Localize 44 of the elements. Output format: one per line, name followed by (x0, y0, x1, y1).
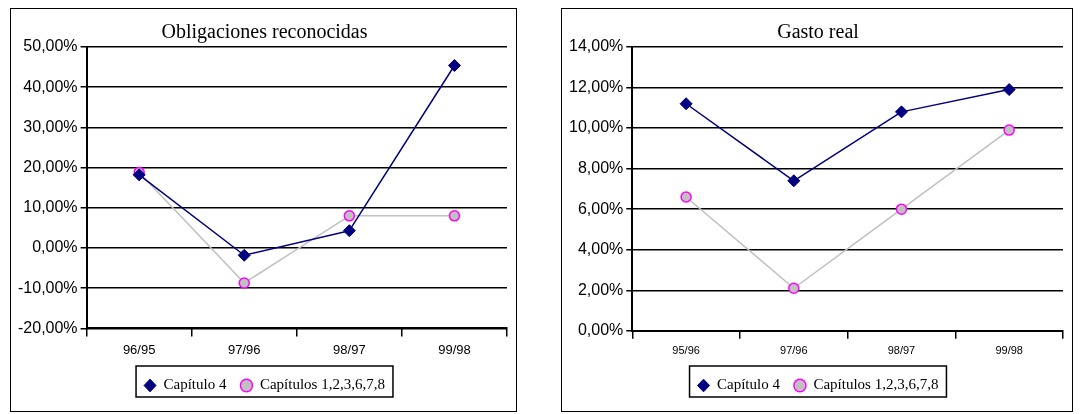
x-tick-label: 98/97 (887, 344, 916, 357)
x-tick-label: 97/96 (780, 344, 808, 357)
chart-title: Gasto real (777, 20, 860, 43)
x-tick-label: 98/97 (333, 341, 366, 357)
legend-label: Capítulos 1,2,3,6,7,8 (813, 376, 939, 393)
point (447, 58, 461, 72)
point (448, 210, 461, 222)
y-tick-label: 12,00% (569, 77, 624, 95)
point (895, 203, 908, 215)
x-tick-label: 97/96 (227, 341, 261, 357)
y-tick-label: 0,00% (32, 238, 78, 256)
point (679, 97, 693, 111)
y-tick-label: 20,00% (23, 158, 78, 176)
point (343, 210, 356, 222)
y-tick-label: 40,00% (23, 77, 78, 95)
x-tick-label: 99/98 (995, 344, 1023, 357)
y-tick-label: 4,00% (577, 240, 624, 258)
y-tick-label: 14,00% (569, 37, 624, 55)
y-tick-label: -20,00% (18, 318, 78, 336)
chart-title: Obligaciones reconocidas (161, 20, 368, 44)
point (237, 248, 251, 262)
point (342, 224, 356, 238)
y-tick-label: 50,00% (23, 37, 78, 55)
point (1002, 83, 1016, 97)
y-tick-label: 6,00% (577, 199, 624, 217)
legend-label: Capítulo 4 (717, 376, 781, 393)
point (1003, 124, 1015, 136)
y-tick-label: 8,00% (577, 159, 624, 177)
legend-label: Capítulos 1,2,3,6,7,8 (259, 376, 385, 393)
y-tick-label: 30,00% (23, 117, 78, 135)
point (788, 282, 800, 294)
y-tick-label: 10,00% (569, 118, 624, 136)
x-tick-label: 99/98 (438, 341, 471, 357)
y-tick-label: 2,00% (577, 280, 624, 298)
legend-label: Capítulo 4 (163, 376, 227, 393)
y-tick-label: 0,00% (577, 321, 624, 339)
x-tick-label: 95/96 (672, 344, 700, 357)
y-tick-label: -10,00% (18, 278, 78, 296)
y-tick-label: 10,00% (23, 198, 78, 216)
x-tick-label: 96/95 (122, 341, 156, 357)
point (238, 277, 250, 289)
point (787, 174, 801, 188)
point (894, 105, 908, 119)
point (680, 191, 692, 203)
